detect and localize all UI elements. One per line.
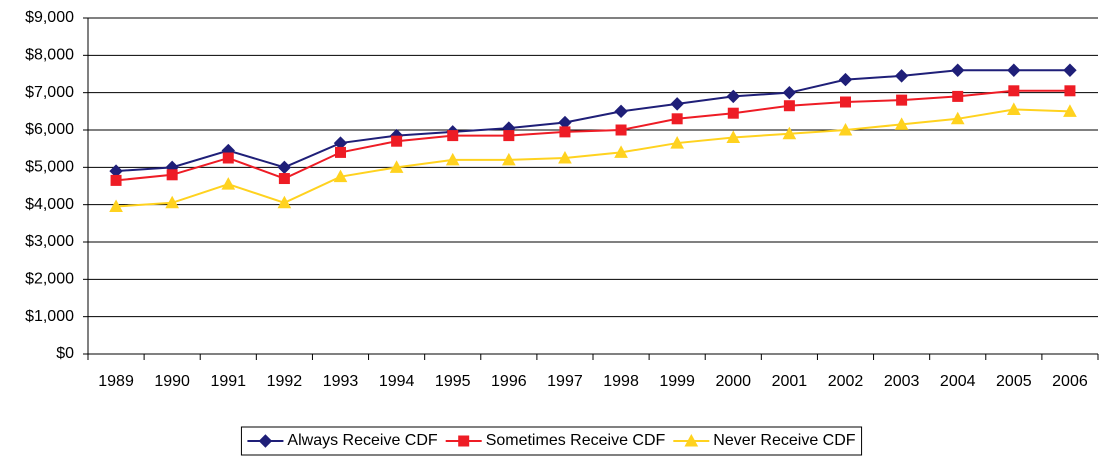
- marker: [952, 90, 964, 102]
- marker: [109, 199, 123, 213]
- marker: [614, 104, 628, 119]
- x-tick-label: 1990: [154, 373, 190, 390]
- marker: [278, 173, 290, 185]
- legend-label: Sometimes Receive CDF: [486, 432, 666, 449]
- marker: [782, 126, 797, 140]
- x-tick-label: 1994: [379, 373, 415, 390]
- marker: [838, 122, 853, 136]
- x-tick-label: 1989: [98, 373, 134, 390]
- marker: [894, 69, 909, 83]
- x-tick-label: 2006: [1052, 373, 1088, 390]
- marker: [1063, 104, 1077, 117]
- marker: [1064, 85, 1076, 97]
- marker: [896, 94, 908, 106]
- x-tick-label: 2003: [884, 373, 920, 390]
- marker: [1008, 85, 1020, 97]
- x-tick-label: 1997: [547, 373, 583, 390]
- marker: [333, 169, 348, 183]
- marker: [389, 160, 404, 173]
- x-tick-label: 1991: [210, 373, 246, 390]
- marker: [277, 195, 292, 209]
- marker: [447, 130, 459, 142]
- x-tick-label: 1999: [659, 373, 695, 390]
- marker: [894, 117, 909, 130]
- marker: [614, 145, 628, 158]
- x-tick-label: 1998: [603, 373, 639, 390]
- legend-box: [240, 426, 863, 456]
- legend-marker: [684, 433, 699, 447]
- x-tick-label: 1996: [491, 373, 527, 390]
- x-tick-label: 1993: [323, 373, 359, 390]
- marker: [840, 96, 851, 108]
- y-tick-label: $3,000: [25, 233, 74, 250]
- y-tick-label: $5,000: [25, 159, 74, 176]
- x-tick-label: 1995: [435, 373, 471, 390]
- y-tick-label: $6,000: [25, 121, 74, 138]
- y-tick-label: $8,000: [25, 47, 74, 64]
- y-tick-label: $9,000: [25, 9, 74, 26]
- marker: [222, 152, 234, 164]
- marker: [221, 177, 236, 190]
- marker: [615, 124, 627, 136]
- marker: [670, 97, 684, 111]
- legend-label: Never Receive CDF: [713, 432, 855, 449]
- marker: [1007, 63, 1021, 77]
- marker: [950, 111, 965, 125]
- marker: [559, 126, 571, 138]
- x-tick-label: 2000: [715, 373, 751, 390]
- marker: [501, 152, 516, 166]
- marker: [1006, 102, 1021, 115]
- marker: [445, 152, 460, 166]
- marker: [335, 146, 346, 158]
- y-tick-label: $0: [56, 345, 74, 362]
- marker: [165, 195, 180, 209]
- marker: [277, 160, 292, 175]
- x-tick-label: 2002: [828, 373, 864, 390]
- marker: [726, 89, 740, 104]
- marker: [166, 169, 178, 181]
- marker: [783, 100, 795, 112]
- marker: [503, 130, 515, 142]
- marker: [726, 130, 741, 143]
- x-tick-label: 2001: [772, 373, 808, 390]
- marker: [1063, 63, 1077, 77]
- series-line: [115, 108, 1070, 208]
- marker: [727, 107, 739, 119]
- y-tick-label: $1,000: [25, 308, 74, 325]
- marker: [670, 136, 685, 149]
- x-tick-label: 1992: [267, 373, 303, 390]
- marker: [110, 174, 122, 186]
- marker: [951, 63, 965, 77]
- marker: [838, 72, 853, 87]
- series-line: [115, 69, 1070, 173]
- marker: [558, 150, 572, 164]
- marker: [391, 135, 403, 147]
- marker: [782, 85, 797, 100]
- x-tick-label: 2004: [940, 373, 976, 390]
- legend-marker: [258, 434, 273, 448]
- legend-label: Always Receive CDF: [287, 432, 437, 449]
- y-tick-label: $2,000: [25, 271, 74, 288]
- series-line: [115, 89, 1070, 182]
- x-tick-label: 2005: [996, 373, 1032, 390]
- y-tick-label: $4,000: [25, 196, 74, 213]
- marker: [671, 113, 683, 125]
- legend-marker: [458, 435, 470, 447]
- y-tick-label: $7,000: [25, 84, 74, 101]
